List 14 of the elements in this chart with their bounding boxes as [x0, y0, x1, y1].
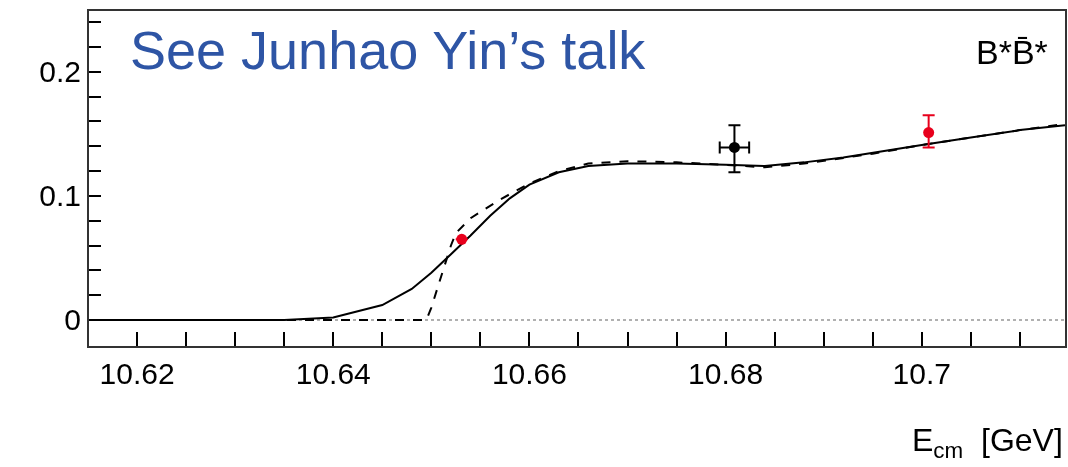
y-tick-label: 0.2 — [39, 55, 81, 89]
point — [456, 233, 468, 245]
x-axis-title: E$_{cm}$ [GeV] — [912, 422, 1063, 463]
y-tick-label: 0.1 — [39, 179, 81, 213]
x-tick-label: 10.7 — [892, 357, 951, 390]
annotation: B*B̄* — [976, 33, 1048, 71]
x-tick-label: 10.62 — [99, 357, 175, 390]
x-tick-label: 10.68 — [688, 357, 764, 390]
x-tick-label: 10.66 — [491, 357, 567, 390]
y-tick-label: 0 — [64, 303, 81, 337]
point — [923, 127, 935, 139]
x-tick-label: 10.64 — [295, 357, 371, 390]
annotation: See Junhao Yin’s talk — [130, 20, 647, 80]
point — [728, 141, 740, 153]
